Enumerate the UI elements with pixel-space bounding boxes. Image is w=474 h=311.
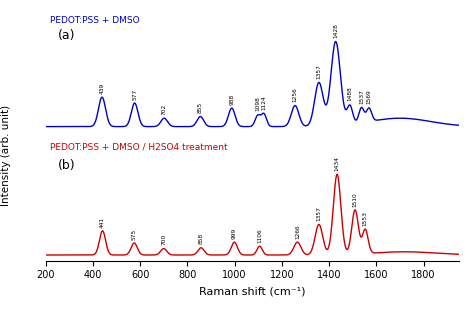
Text: 1266: 1266: [295, 224, 300, 239]
Text: 700: 700: [161, 234, 166, 245]
Text: PEDOT:PSS + DMSO / H2SO4 treatment: PEDOT:PSS + DMSO / H2SO4 treatment: [50, 142, 228, 151]
Text: 1357: 1357: [317, 206, 321, 221]
Text: 999: 999: [232, 228, 237, 239]
Text: 988: 988: [229, 93, 234, 104]
Text: 1357: 1357: [317, 64, 321, 79]
Text: Intensity (arb. unit): Intensity (arb. unit): [0, 105, 11, 206]
Text: 1428: 1428: [333, 23, 338, 38]
Text: 1124: 1124: [261, 95, 266, 110]
X-axis label: Raman shift (cm⁻¹): Raman shift (cm⁻¹): [199, 286, 306, 296]
Text: PEDOT:PSS + DMSO: PEDOT:PSS + DMSO: [50, 16, 139, 25]
Text: 702: 702: [162, 103, 167, 115]
Text: (a): (a): [58, 29, 75, 42]
Text: 1098: 1098: [255, 96, 260, 111]
Text: 1537: 1537: [359, 89, 364, 104]
Text: 1256: 1256: [292, 87, 298, 102]
Text: 439: 439: [100, 82, 105, 94]
Text: 1510: 1510: [353, 192, 357, 207]
Text: 1434: 1434: [335, 156, 339, 171]
Text: 577: 577: [132, 88, 137, 100]
Text: 441: 441: [100, 216, 105, 228]
Text: 858: 858: [199, 233, 203, 244]
Text: 1488: 1488: [347, 86, 352, 101]
Text: 1106: 1106: [257, 228, 262, 243]
Text: 1553: 1553: [363, 211, 368, 226]
Text: 1569: 1569: [366, 90, 372, 104]
Text: (b): (b): [58, 159, 76, 172]
Text: 855: 855: [198, 102, 203, 113]
Text: 575: 575: [132, 228, 137, 240]
